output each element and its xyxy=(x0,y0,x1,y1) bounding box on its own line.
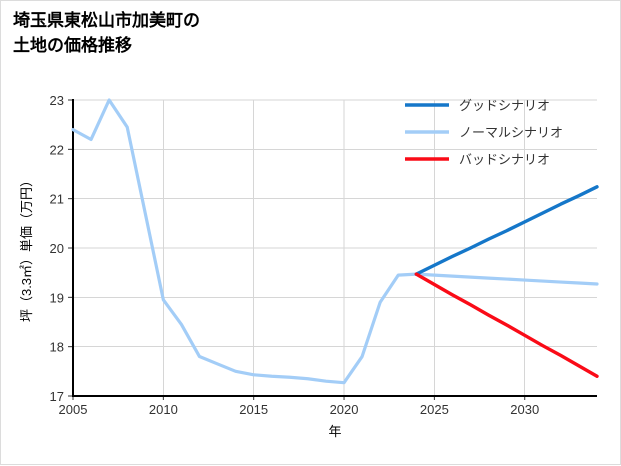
x-tick-label: 2030 xyxy=(510,402,539,417)
x-axis-title: 年 xyxy=(328,424,341,439)
series-line xyxy=(414,185,599,276)
x-tick-label: 2005 xyxy=(59,402,88,417)
legend-label: ノーマルシナリオ xyxy=(459,125,563,140)
y-tick-label: 22 xyxy=(50,142,64,157)
x-tick-label: 2015 xyxy=(239,402,268,417)
series-line xyxy=(71,98,599,385)
series-line xyxy=(414,272,599,378)
y-tick-label: 18 xyxy=(50,340,64,355)
x-axis-ticks: 2005 2010 2015 2020 2025 2030 xyxy=(59,396,539,417)
y-axis-title: 坪（3.3㎡）単価（万円） xyxy=(19,174,34,322)
y-tick-label: 21 xyxy=(50,192,64,207)
x-tick-label: 2020 xyxy=(330,402,359,417)
x-tick-label: 2025 xyxy=(420,402,449,417)
legend-label: グッドシナリオ xyxy=(459,98,550,113)
x-tick-label: 2010 xyxy=(149,402,178,417)
series-lines xyxy=(71,98,599,385)
page-title: 埼玉県東松山市加美町の 土地の価格推移 xyxy=(13,11,200,55)
y-axis-ticks: 17 18 19 20 21 22 23 xyxy=(50,93,73,404)
y-tick-label: 20 xyxy=(50,241,64,256)
legend-label: バッドシナリオ xyxy=(459,152,550,167)
y-tick-label: 23 xyxy=(50,93,64,108)
y-tick-label: 17 xyxy=(50,389,64,404)
y-tick-label: 19 xyxy=(50,290,64,305)
